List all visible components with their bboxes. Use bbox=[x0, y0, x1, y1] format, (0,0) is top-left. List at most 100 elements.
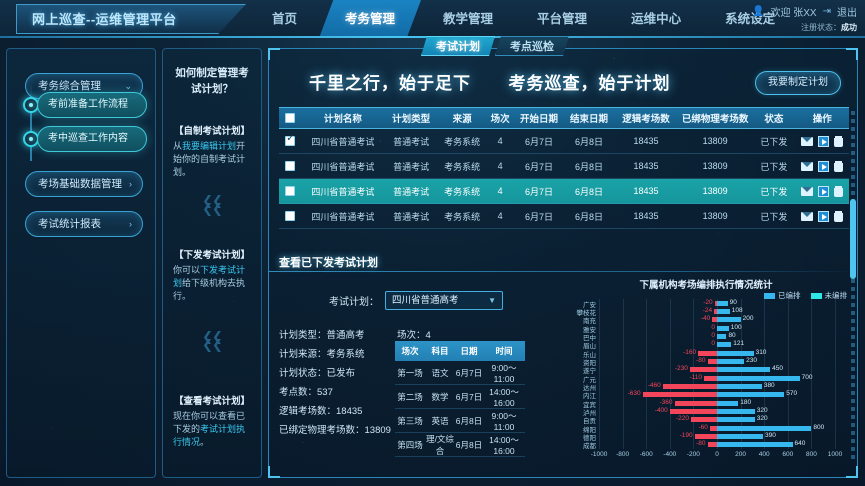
session-cell: 语文 bbox=[431, 367, 449, 378]
bar-arranged[interactable] bbox=[717, 409, 755, 414]
plan-select-value: 四川省普通高考 bbox=[392, 295, 459, 306]
select-all-checkbox[interactable] bbox=[285, 112, 296, 123]
bar-arranged[interactable] bbox=[717, 300, 728, 306]
mail-icon[interactable] bbox=[801, 136, 814, 146]
bar-unarranged[interactable] bbox=[707, 442, 717, 448]
session-cell: 数学 bbox=[431, 391, 449, 402]
bar-unarranged[interactable] bbox=[694, 434, 717, 439]
bar-unarranged[interactable] bbox=[714, 309, 717, 314]
plan-select-row: 考试计划： 四川省普通高考 ▼ bbox=[329, 291, 503, 310]
category-label: 自贡 bbox=[583, 418, 596, 426]
make-plan-button[interactable]: 我要制定计划 bbox=[755, 71, 841, 95]
bar-arranged[interactable] bbox=[717, 359, 745, 364]
mail-icon[interactable] bbox=[801, 186, 814, 196]
row-checkbox-cell[interactable] bbox=[279, 186, 301, 197]
nav-item-2[interactable]: 教学管理 bbox=[443, 12, 494, 26]
bar-arranged[interactable] bbox=[717, 325, 729, 331]
bar-unarranged[interactable] bbox=[669, 409, 717, 414]
guide-block-3: 【查看考试计划】 现在你可以查看已下发的考试计划执行情况。 bbox=[171, 393, 253, 449]
row-checkbox[interactable] bbox=[285, 133, 296, 147]
sidebar: 考务综合管理 ⌄ 考前准备工作流程 考中巡查工作内容 考场基础数据管理 › 考试… bbox=[6, 48, 156, 478]
panel-scroll-thumb[interactable] bbox=[850, 199, 856, 279]
guide-link[interactable]: 考试计划执行情况 bbox=[173, 424, 246, 447]
bar-arranged[interactable] bbox=[717, 334, 727, 339]
bar-unarranged[interactable] bbox=[691, 417, 717, 423]
bar-unarranged[interactable] bbox=[707, 359, 717, 364]
table-row[interactable]: 四川省普通考试 普通考试 考务系统 4 6月7日 6月8日 18435 13809 已下发 bbox=[279, 154, 849, 179]
bar-unarranged[interactable] bbox=[674, 400, 717, 406]
bar-arranged[interactable] bbox=[717, 392, 785, 398]
delete-icon[interactable] bbox=[834, 160, 844, 172]
guide-link[interactable]: 我要编辑计划 bbox=[182, 141, 237, 151]
bar-arranged[interactable] bbox=[717, 350, 754, 356]
select-all-cell[interactable] bbox=[279, 112, 301, 124]
gridline bbox=[764, 299, 766, 449]
publish-icon[interactable] bbox=[818, 210, 830, 222]
bar-arranged[interactable] bbox=[717, 442, 793, 448]
bar-value-label-positive: 320 bbox=[756, 407, 768, 414]
delete-icon[interactable] bbox=[834, 210, 844, 222]
row-checkbox[interactable] bbox=[285, 161, 296, 172]
bar-unarranged[interactable] bbox=[714, 300, 717, 306]
row-checkbox-cell[interactable] bbox=[279, 133, 301, 147]
legend-entry-1[interactable]: 未编排 bbox=[810, 290, 847, 301]
nav-item-5[interactable]: 系统设定 bbox=[725, 12, 776, 26]
bar-row: 遂宁 -230 450 bbox=[583, 365, 835, 375]
cell-logic-rooms: 18435 bbox=[633, 136, 659, 146]
nav-item-3[interactable]: 平台管理 bbox=[537, 12, 588, 26]
bar-arranged[interactable] bbox=[717, 317, 741, 323]
bar-unarranged[interactable] bbox=[712, 317, 717, 323]
nav-item-1[interactable]: 考务管理 bbox=[319, 0, 422, 38]
fact-plan-type: 计划类型：普通高考 bbox=[279, 330, 365, 341]
bar-unarranged[interactable] bbox=[662, 384, 717, 389]
bar-arranged[interactable] bbox=[717, 342, 732, 348]
logout-button[interactable]: 退出 bbox=[837, 8, 857, 19]
panel-scroll-track[interactable] bbox=[851, 111, 855, 461]
plan-select-dropdown[interactable]: 四川省普通高考 ▼ bbox=[385, 291, 503, 310]
bar-unarranged[interactable] bbox=[698, 350, 717, 356]
bar-unarranged[interactable] bbox=[704, 375, 717, 381]
bar-arranged[interactable] bbox=[717, 425, 812, 431]
row-checkbox[interactable] bbox=[285, 186, 296, 197]
row-checkbox-cell[interactable] bbox=[279, 211, 301, 222]
guide-panel: 如何制定管理考试计划？ 【自制考试计划】 从我要编辑计划开始你的自制考试计划。 … bbox=[162, 48, 262, 478]
row-checkbox-cell[interactable] bbox=[279, 161, 301, 172]
nav-item-0[interactable]: 首页 bbox=[272, 12, 298, 26]
sidebar-item-label: 考中巡查工作内容 bbox=[48, 133, 128, 144]
detail-section-title: 查看已下发考试计划 bbox=[279, 257, 378, 269]
publish-icon[interactable] bbox=[818, 185, 830, 197]
tab-0[interactable]: 考试计划 bbox=[421, 36, 495, 56]
guide-link[interactable]: 下发考试计划 bbox=[173, 265, 246, 288]
nav-item-4[interactable]: 运维中心 bbox=[631, 12, 682, 26]
bar-arranged[interactable] bbox=[717, 417, 755, 423]
bar-value-label-positive: 640 bbox=[794, 440, 806, 448]
legend-entry-0[interactable]: 已编排 bbox=[764, 290, 801, 301]
bar-unarranged[interactable] bbox=[642, 392, 717, 398]
row-checkbox[interactable] bbox=[285, 211, 296, 222]
bar-row: 乐山 -160 310 bbox=[583, 349, 835, 359]
mail-icon[interactable] bbox=[801, 161, 814, 171]
table-row[interactable]: 四川省普通考试 普通考试 考务系统 4 6月7日 6月8日 18435 13809 已下发 bbox=[279, 179, 849, 204]
logout-icon[interactable]: ⇥ bbox=[822, 6, 831, 17]
publish-icon[interactable] bbox=[818, 160, 830, 172]
bar-arranged[interactable] bbox=[717, 367, 771, 373]
guide-block-title: 【自制考试计划】 bbox=[173, 126, 250, 137]
delete-icon[interactable] bbox=[834, 135, 844, 147]
bar-unarranged[interactable] bbox=[689, 367, 717, 373]
delete-icon[interactable] bbox=[834, 185, 844, 197]
bar-arranged[interactable] bbox=[717, 384, 762, 389]
table-row[interactable]: 四川省普通考试 普通考试 考务系统 4 6月7日 6月8日 18435 13809 已下发 bbox=[279, 129, 849, 154]
publish-icon[interactable] bbox=[818, 135, 830, 147]
bar-arranged[interactable] bbox=[717, 309, 730, 314]
sidebar-item-pre-exam-workflow[interactable]: 考前准备工作流程 bbox=[37, 92, 147, 118]
mail-icon[interactable] bbox=[801, 211, 814, 221]
bar-arranged[interactable] bbox=[717, 434, 764, 439]
table-row[interactable]: 四川省普通考试 普通考试 考务系统 4 6月7日 6月8日 18435 13809 已下发 bbox=[279, 204, 849, 229]
bar-unarranged[interactable] bbox=[709, 425, 717, 431]
sidebar-item-exam-reports[interactable]: 考试统计报表 › bbox=[25, 211, 143, 237]
sidebar-item-venue-data[interactable]: 考场基础数据管理 › bbox=[25, 171, 143, 197]
sidebar-item-during-exam-content[interactable]: 考中巡查工作内容 bbox=[37, 126, 147, 152]
tab-1[interactable]: 考点巡检 bbox=[495, 36, 569, 56]
bar-arranged[interactable] bbox=[717, 375, 800, 381]
bar-arranged[interactable] bbox=[717, 400, 739, 406]
